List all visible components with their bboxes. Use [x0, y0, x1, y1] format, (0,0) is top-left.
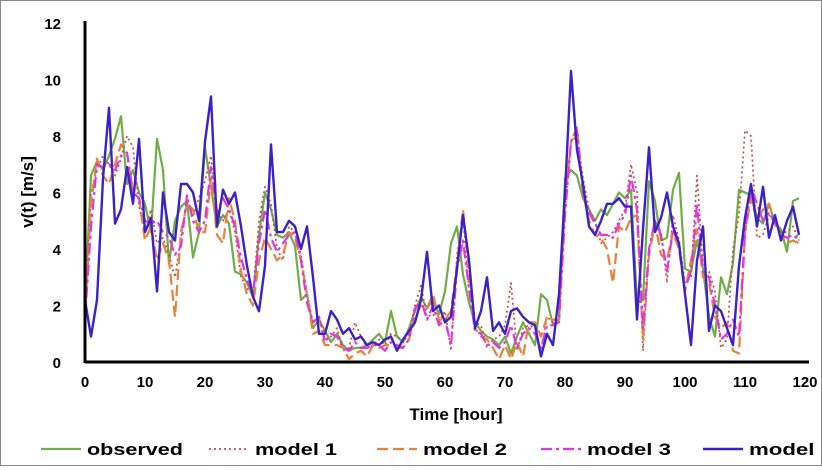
series-layer — [83, 69, 801, 361]
x-tick-label: 100 — [672, 374, 697, 391]
legend-label-model-3: model 3 — [587, 440, 671, 459]
x-tick-label: 80 — [557, 374, 574, 391]
x-tick-label: 10 — [137, 374, 154, 391]
legend-label-observed: observed — [87, 440, 183, 459]
y-tick-label: 10 — [44, 73, 61, 90]
tick-layer: 0 10 20 30 40 50 60 70 80 90 100 110 120 0 2 4 6 8 10 12 — [44, 16, 817, 391]
axes-layer — [83, 21, 809, 364]
legend-label-model-4: model 4 — [749, 440, 821, 459]
x-tick-label: 120 — [792, 374, 817, 391]
x-tick-label: 60 — [437, 374, 454, 391]
x-tick-label: 90 — [617, 374, 634, 391]
x-axis-title: Time [hour] — [409, 405, 502, 424]
y-tick-label: 0 — [53, 355, 61, 372]
y-tick-label: 2 — [53, 299, 61, 316]
y-tick-label: 12 — [44, 16, 61, 33]
series-line-model-4 — [83, 69, 801, 358]
y-tick-label: 4 — [53, 242, 62, 259]
x-tick-label: 70 — [497, 374, 514, 391]
x-tick-label: 40 — [317, 374, 334, 391]
legend-label-model-1: model 1 — [255, 440, 337, 459]
legend: observed model 1 model 2 model 3 model 4 — [41, 440, 822, 459]
y-tick-label: 6 — [53, 186, 61, 203]
y-tick-label: 8 — [53, 129, 61, 146]
legend-label-model-2: model 2 — [423, 440, 507, 459]
x-tick-label: 30 — [257, 374, 274, 391]
x-tick-label: 20 — [197, 374, 214, 391]
x-tick-label: 110 — [733, 374, 757, 391]
x-tick-label: 50 — [377, 374, 394, 391]
x-tick-label: 0 — [81, 374, 89, 391]
y-axis-title: v(t) [m/s] — [18, 156, 37, 228]
